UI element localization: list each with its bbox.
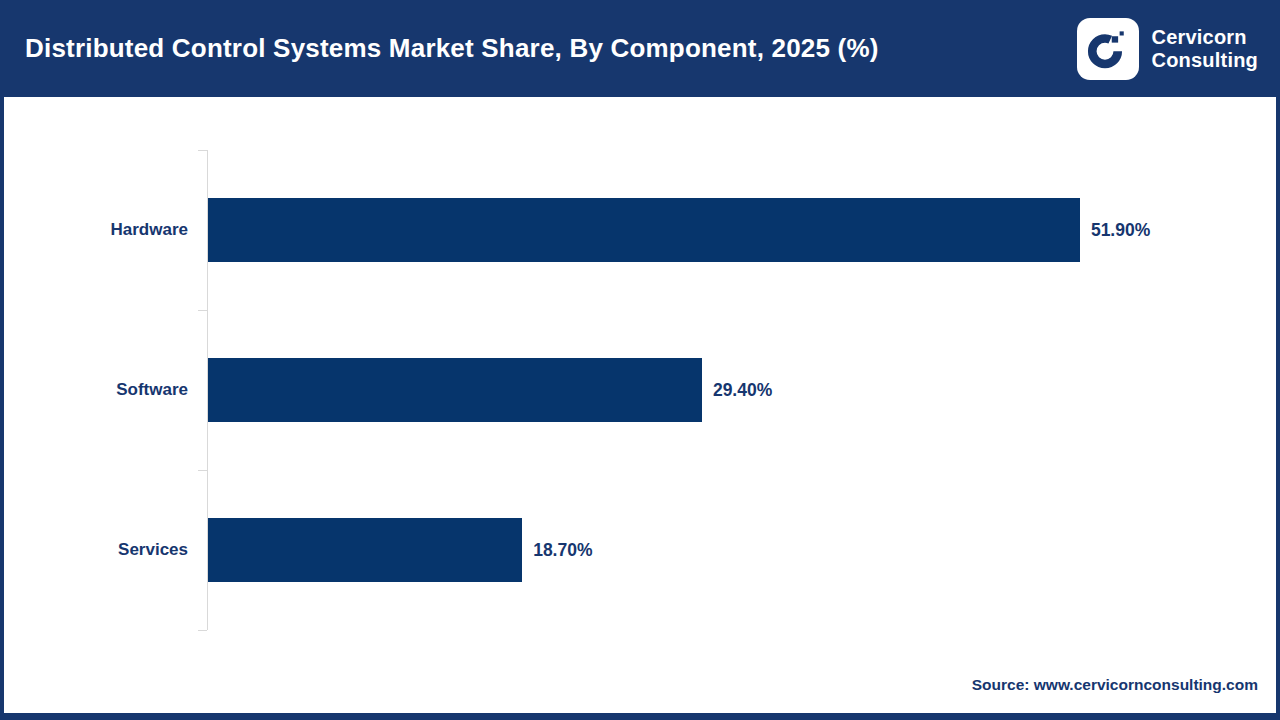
category-label: Software [20, 378, 188, 402]
value-label: 18.70% [533, 538, 592, 562]
page-border-bottom [0, 713, 1280, 720]
value-label: 29.40% [713, 378, 772, 402]
bar-software [208, 358, 702, 422]
axis-tick [198, 310, 207, 311]
source-credit: Source: www.cervicornconsulting.com [972, 676, 1258, 694]
bar-chart: Hardware 51.90% Software 29.40% Services… [0, 0, 1280, 720]
category-label: Services [20, 538, 188, 562]
axis-tick [198, 150, 207, 151]
page-border-right [1276, 97, 1280, 720]
infographic-root: Distributed Control Systems Market Share… [0, 0, 1280, 720]
axis-tick [198, 630, 207, 631]
value-label: 51.90% [1091, 218, 1150, 242]
category-label: Hardware [20, 218, 188, 242]
bar-hardware [208, 198, 1080, 262]
axis-tick [198, 470, 207, 471]
bar-services [208, 518, 522, 582]
page-border-left [0, 97, 4, 720]
